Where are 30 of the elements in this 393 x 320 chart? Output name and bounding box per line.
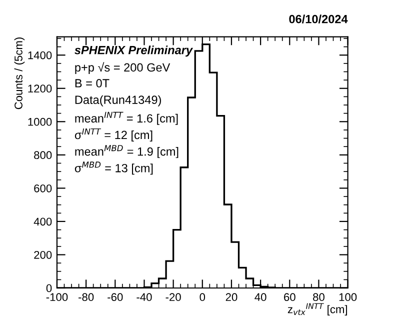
- annotation: mean$^{MBD}$ = 1.9 [cm]: [75, 145, 178, 158]
- y-tick-label: 400: [34, 218, 52, 226]
- x-tick-label: -80: [78, 293, 94, 302]
- annotation: B = 0T: [75, 79, 110, 88]
- x-tick-label: -40: [136, 293, 152, 302]
- x-tick-label: -60: [108, 293, 123, 302]
- x-tick-label: 100: [339, 293, 357, 302]
- annotation: σ$^{INTT}$ = 12 [cm]: [74, 128, 152, 142]
- x-tick-label: -100: [46, 293, 68, 302]
- y-axis-title: Counts / (5cm): [14, 37, 25, 110]
- annotation: σ$^{MBD}$ = 13 [cm]: [74, 162, 153, 175]
- y-tick-label: 1200: [28, 84, 52, 93]
- y-tick-label: 800: [34, 151, 52, 160]
- x-tick-label: 20: [226, 293, 238, 302]
- x-tick-label: 40: [254, 293, 266, 302]
- annotation: Data(Run41349): [75, 95, 161, 106]
- annotation: p+p √s = 200 GeV: [75, 62, 170, 74]
- x-tick-label: 60: [284, 293, 296, 302]
- x-tick-label: 0: [200, 293, 206, 302]
- x-tick-label: 80: [313, 293, 324, 302]
- y-tick-label: 1000: [28, 118, 52, 126]
- y-tick-label: 0: [46, 284, 52, 292]
- chart-title: 06/10/2024: [289, 14, 348, 24]
- x-tick-label: -20: [166, 293, 181, 302]
- y-tick-label: 1400: [28, 51, 52, 60]
- annotation: sPHENIX Preliminary: [74, 46, 194, 57]
- y-tick-label: 200: [34, 250, 52, 259]
- annotation: mean$^{INTT}$ = 1.6 [cm]: [75, 112, 178, 125]
- x-axis-title: z$_{vtx}$$^{INTT}$ [cm]: [288, 303, 347, 316]
- y-tick-label: 600: [34, 184, 52, 192]
